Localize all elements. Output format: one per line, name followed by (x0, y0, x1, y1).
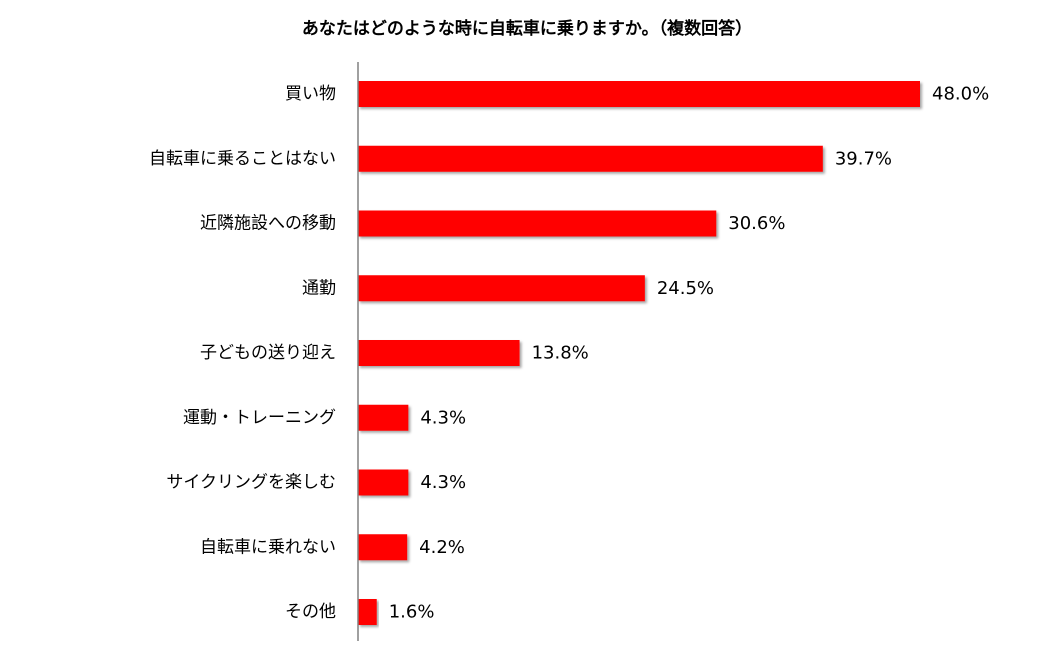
value-label: 48.0% (932, 84, 989, 105)
bar (358, 210, 717, 237)
category-label: 近隣施設への移動 (200, 214, 336, 234)
bar (358, 534, 408, 561)
value-label: 30.6% (728, 213, 785, 234)
category-label: 買い物 (285, 84, 336, 104)
bar (358, 404, 409, 431)
value-label: 4.3% (420, 407, 466, 428)
bar (358, 275, 645, 302)
value-label: 4.2% (419, 537, 465, 558)
category-label: 通勤 (302, 278, 336, 298)
category-label: 運動・トレーニング (183, 408, 336, 428)
bar (358, 81, 920, 107)
bar (358, 145, 823, 172)
chart-title: あなたはどのような時に自転車に乗りますか。（複数回答） (301, 19, 753, 39)
category-label: 自転車に乗れない (200, 537, 336, 557)
labels-layer: 買い物 48.0% 自転車に乗ることはない 39.7% 近隣施設への移動 30.6% 通勤 2… (149, 84, 989, 623)
bar (358, 599, 377, 625)
category-label: 自転車に乗ることはない (149, 149, 336, 169)
value-label: 13.8% (532, 343, 589, 364)
value-label: 39.7% (835, 148, 892, 169)
value-label: 24.5% (657, 278, 714, 299)
category-label: その他 (285, 602, 336, 622)
bar (358, 469, 409, 496)
value-label: 1.6% (389, 602, 435, 623)
category-label: 子どもの送り迎え (200, 343, 336, 363)
category-label: サイクリングを楽しむ (166, 473, 336, 493)
bar (358, 340, 520, 366)
bars-layer (358, 81, 920, 625)
value-label: 4.3% (420, 472, 466, 493)
